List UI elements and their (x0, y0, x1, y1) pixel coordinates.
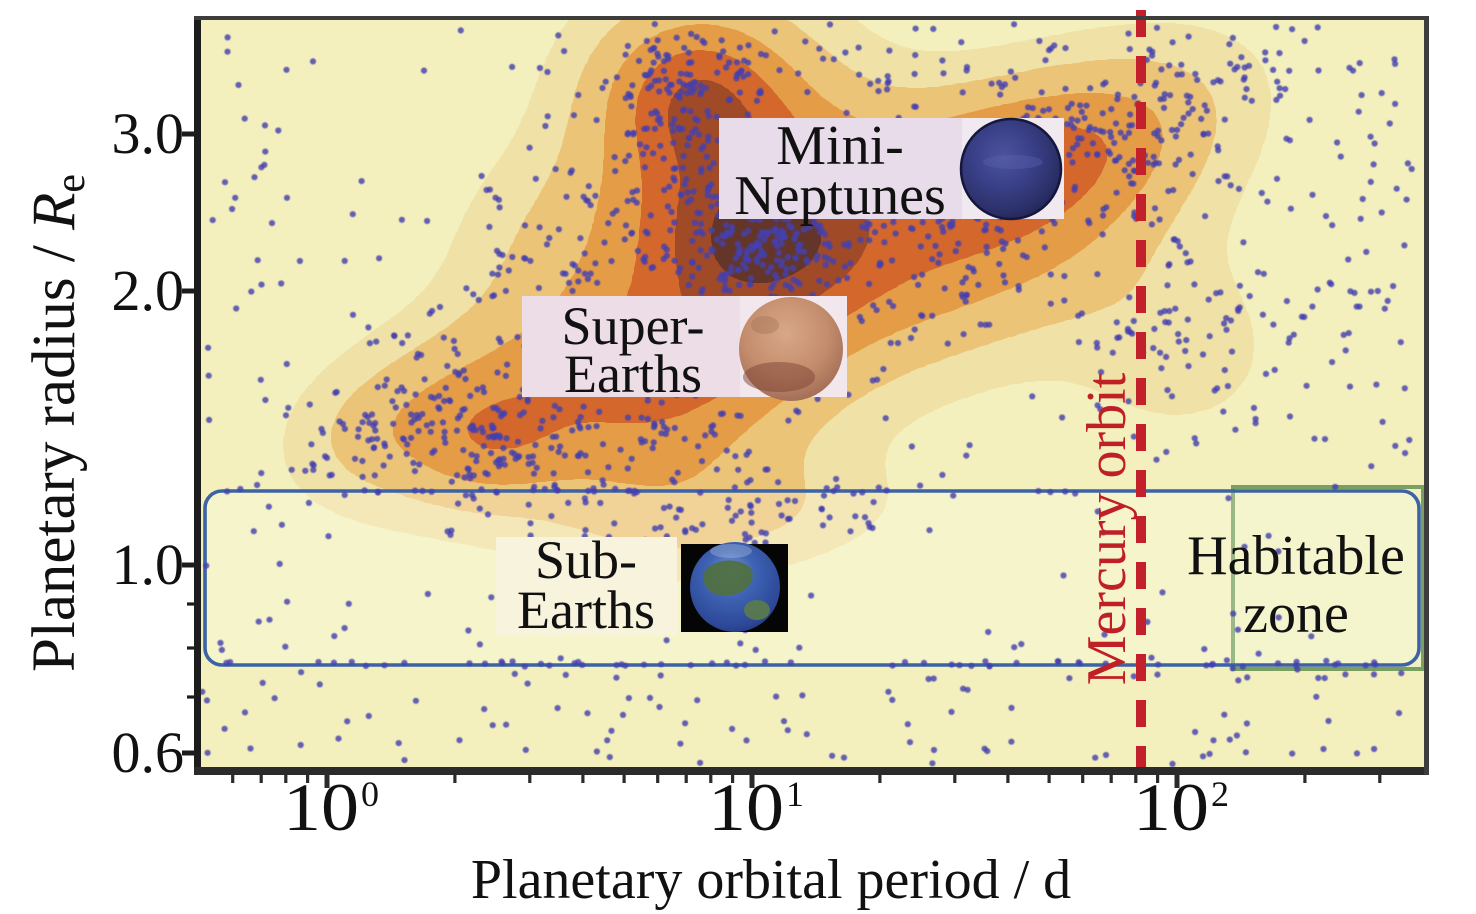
svg-text:Mercury orbit: Mercury orbit (1076, 372, 1138, 685)
svg-text:Super-: Super- (562, 296, 705, 356)
svg-text:zone: zone (1243, 583, 1349, 645)
svg-text:2.0: 2.0 (112, 258, 185, 323)
svg-text:10: 10 (1133, 769, 1209, 845)
svg-text:1.0: 1.0 (112, 532, 185, 597)
svg-text:Planetary orbital period / d: Planetary orbital period / d (471, 849, 1071, 911)
svg-text:Neptunes: Neptunes (734, 165, 946, 227)
svg-text:Habitable: Habitable (1187, 525, 1405, 587)
svg-text:0.6: 0.6 (112, 720, 185, 785)
svg-text:Earths: Earths (517, 580, 655, 640)
svg-text:Sub-: Sub- (535, 530, 637, 590)
svg-text:1: 1 (786, 774, 804, 814)
svg-text:Mini-: Mini- (776, 115, 904, 177)
svg-text:2: 2 (1211, 774, 1229, 814)
svg-text:Earths: Earths (564, 344, 702, 404)
svg-text:Planetary radius / Re: Planetary radius / Re (21, 174, 94, 672)
svg-text:10: 10 (283, 769, 359, 845)
svg-text:3.0: 3.0 (112, 101, 185, 166)
svg-text:0: 0 (361, 774, 379, 814)
svg-text:10: 10 (708, 769, 784, 845)
